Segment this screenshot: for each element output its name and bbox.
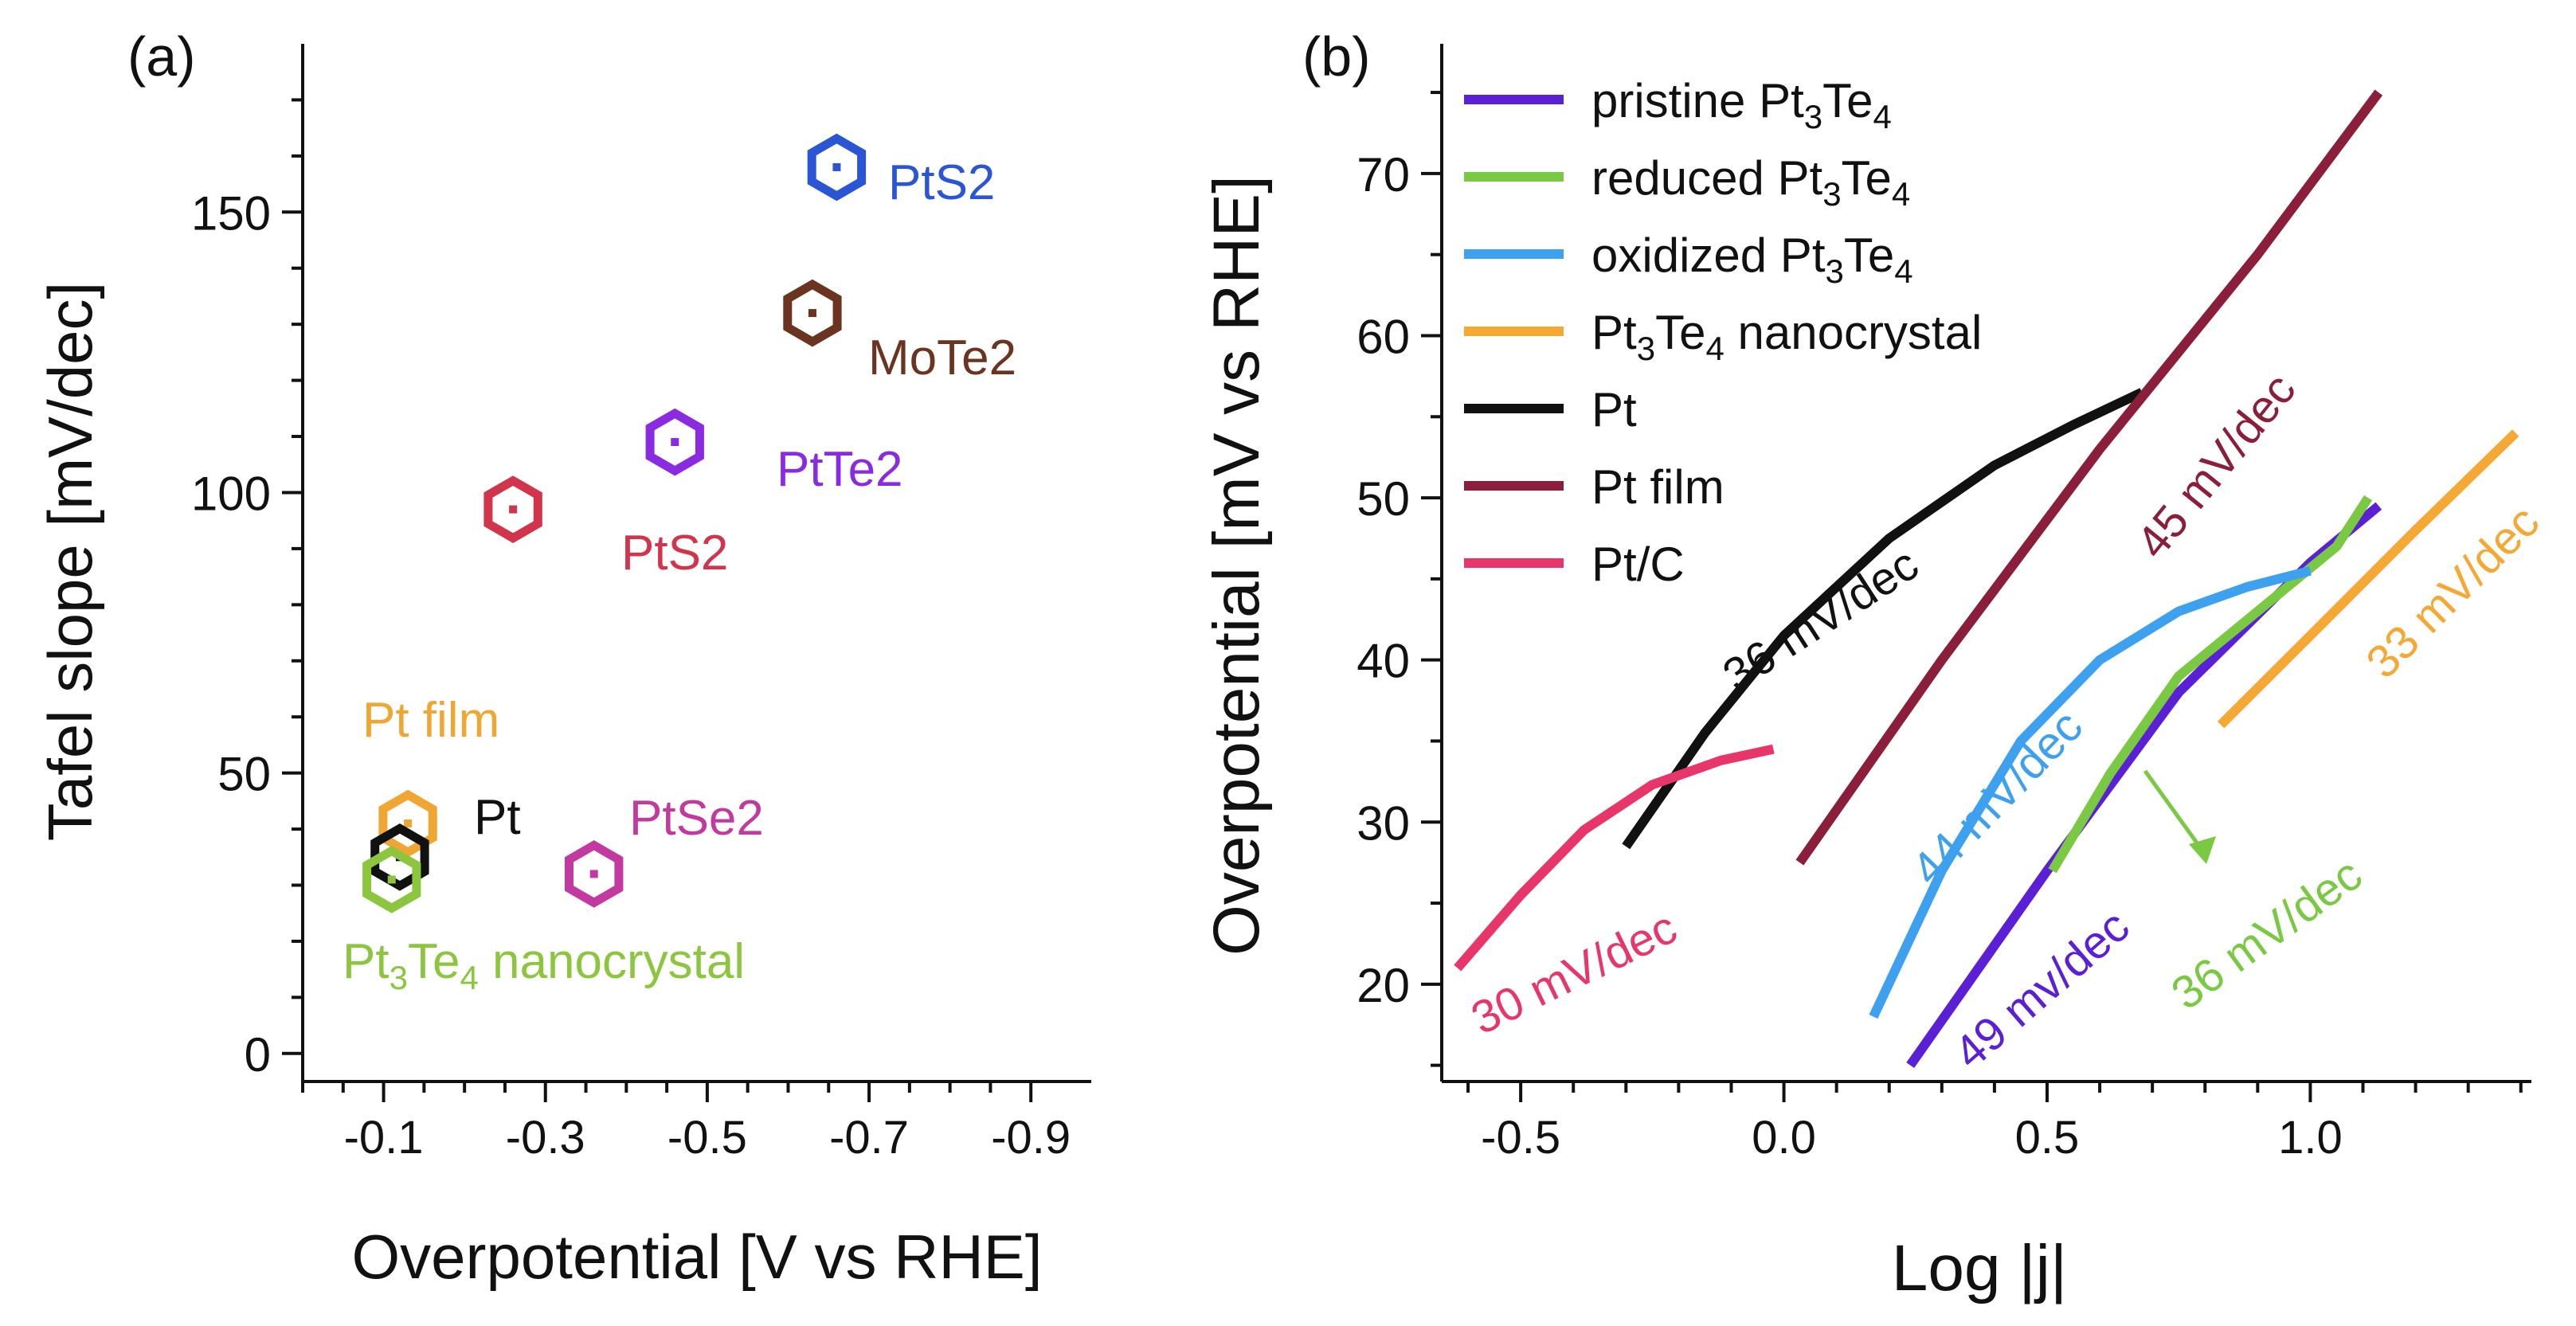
hexagon-marker (807, 133, 867, 201)
panel-a-y-ticks: 0 50 100 150 (191, 98, 303, 1082)
reduced-arrow-shaft (2143, 769, 2209, 858)
series-line (2048, 495, 2373, 874)
panel-b: (b) 20 30 40 50 60 70 -0.5 0.0 0.5 1.0 pristine … (1200, 25, 2549, 1304)
panel-b-x-title: Log |j| (1892, 1232, 2067, 1304)
y-tick-label: 20 (1357, 959, 1410, 1012)
legend-label: oxidized Pt3Te4 (1591, 229, 1913, 290)
marker-center-dot (832, 162, 841, 171)
series-line (2217, 429, 2519, 729)
panel-b-y-title: Overpotential [mV vs RHE] (1200, 175, 1273, 956)
point-label-ptse2: PtSe2 (629, 791, 764, 846)
x-tick-label: -0.7 (829, 1112, 909, 1164)
reduced-arrow-head (2189, 836, 2216, 864)
hexagon-marker (645, 408, 704, 476)
y-tick-label: 30 (1357, 796, 1410, 850)
panel-a-label: (a) (127, 25, 196, 88)
annotation-oxidized: 44 mV/dec (1902, 700, 2093, 895)
y-tick-label: 40 (1357, 635, 1410, 688)
y-tick-label: 150 (191, 186, 271, 240)
panel-a-x-title: Overpotential [V vs RHE] (352, 1222, 1043, 1292)
x-tick-label: 0.5 (2015, 1112, 2080, 1164)
panel-b-y-ticks: 20 30 40 50 60 70 (1357, 91, 1442, 1067)
x-tick-label: -0.5 (667, 1112, 747, 1164)
point-label-pt3te4-nanocrystal: Pt3Te4 nanocrystal (343, 934, 745, 996)
marker-center-dot (671, 438, 679, 447)
point-label-mote2: MoTe2 (868, 331, 1016, 385)
y-tick-label: 60 (1357, 310, 1410, 363)
marker-center-dot (404, 819, 413, 828)
point-label-pts2-blue: PtS2 (888, 155, 995, 210)
panel-a-points (362, 133, 867, 913)
series-line (1869, 565, 2312, 1019)
marker-center-dot (589, 870, 598, 878)
panel-a-y-title: Tafel slope [mV/dec] (35, 282, 105, 841)
y-tick-label: 100 (191, 467, 271, 520)
hexagon-marker (483, 475, 542, 543)
legend: pristine Pt3Te4 reduced Pt3Te4 oxidized Pt… (1464, 74, 1982, 591)
point-label-pt-film: Pt film (362, 693, 499, 748)
hexagon-marker (370, 823, 429, 891)
point-label-pts2-red: PtS2 (621, 526, 728, 581)
point-label-ptte2: PtTe2 (777, 442, 903, 497)
x-tick-label: -0.3 (506, 1112, 585, 1164)
hexagon-marker (565, 840, 624, 908)
legend-label: pristine Pt3Te4 (1591, 74, 1892, 135)
x-tick-label: -0.5 (1481, 1112, 1560, 1164)
y-tick-label: 50 (217, 748, 271, 801)
legend-label: Pt film (1591, 460, 1725, 514)
annotation-pristine: 49 mv/dec (1944, 900, 2139, 1079)
series-line (1622, 388, 2144, 850)
hexagon-marker (378, 789, 437, 858)
legend-label: reduced Pt3Te4 (1591, 151, 1910, 213)
x-tick-label: 0.0 (1752, 1112, 1816, 1164)
panel-a-x-ticks: -0.1 -0.3 -0.5 -0.7 -0.9 (301, 1082, 1071, 1164)
marker-center-dot (808, 309, 816, 318)
marker-center-dot (509, 505, 518, 514)
panel-b-label: (b) (1302, 25, 1371, 88)
panel-b-x-ticks: -0.5 0.0 0.5 1.0 (1466, 1082, 2523, 1164)
legend-label: Pt (1591, 383, 1637, 436)
series-line (1454, 744, 1775, 972)
point-label-pt: Pt (474, 790, 521, 845)
panel-b-series (1454, 89, 2519, 1069)
x-tick-label: -0.1 (344, 1112, 424, 1164)
annotation-pt-film: 45 mV/dec (2127, 364, 2306, 568)
hexagon-marker (783, 279, 842, 347)
legend-label: Pt3Te4 nanocrystal (1591, 306, 1982, 367)
hexagon-marker (362, 846, 421, 913)
marker-center-dot (387, 875, 396, 884)
y-tick-label: 50 (1357, 472, 1410, 526)
legend-label: Pt/C (1591, 538, 1685, 591)
series-line (1795, 89, 2383, 866)
y-tick-label: 0 (245, 1028, 271, 1082)
x-tick-label: 1.0 (2278, 1112, 2343, 1164)
annotation-nanocrystal: 33 mV/dec (2356, 495, 2549, 688)
annotation-reduced: 36 mV/dec (2162, 848, 2371, 1020)
x-tick-label: -0.9 (991, 1112, 1071, 1164)
y-tick-label: 70 (1357, 148, 1410, 201)
annotation-pt: 36 mV/dec (1714, 538, 1928, 702)
